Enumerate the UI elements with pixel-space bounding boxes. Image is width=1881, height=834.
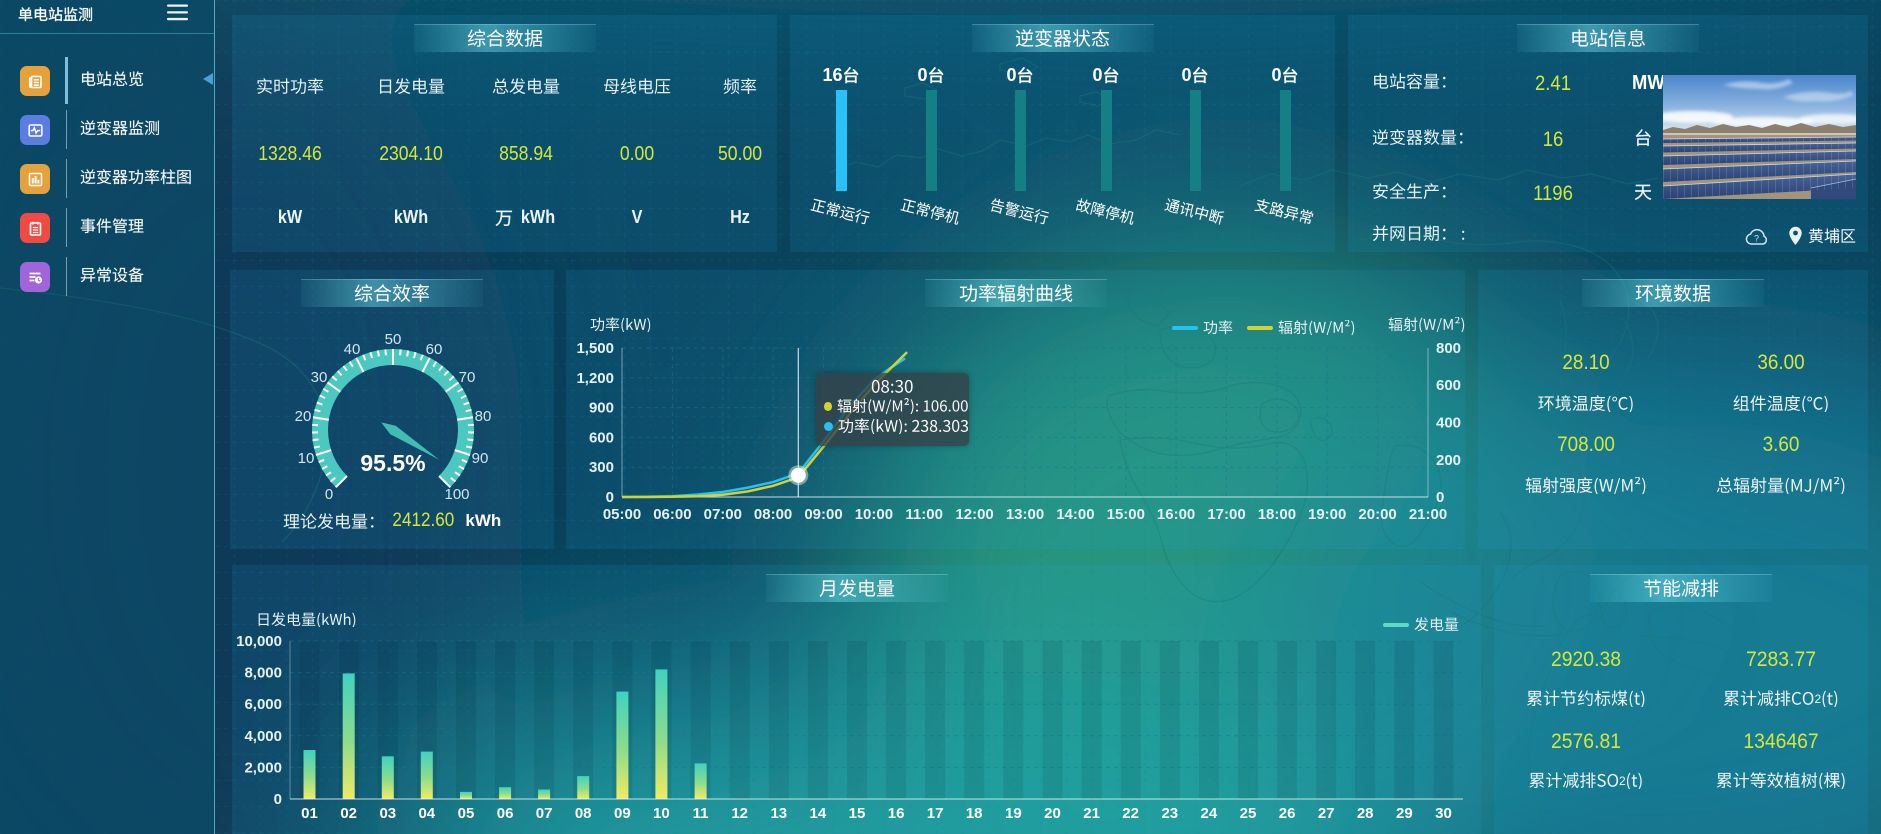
svg-text:300: 300 <box>589 459 614 476</box>
svg-text:09:00: 09:00 <box>804 506 842 523</box>
svg-text:16: 16 <box>888 805 905 822</box>
svg-text:05: 05 <box>458 805 475 822</box>
svg-text:14: 14 <box>810 805 827 822</box>
svg-text:06: 06 <box>497 805 514 822</box>
svg-text:24: 24 <box>1201 805 1218 822</box>
svg-text:19: 19 <box>1005 805 1022 822</box>
svg-text:600: 600 <box>589 429 614 446</box>
svg-text:14:00: 14:00 <box>1056 506 1094 523</box>
svg-text:40: 40 <box>344 341 361 358</box>
svg-text:10,000: 10,000 <box>236 633 282 650</box>
svg-text:21: 21 <box>1083 805 1100 822</box>
svg-text:8,000: 8,000 <box>244 665 282 682</box>
svg-text:26: 26 <box>1279 805 1296 822</box>
svg-text:28: 28 <box>1357 805 1374 822</box>
svg-text:80: 80 <box>475 408 492 425</box>
svg-text:10: 10 <box>653 805 670 822</box>
svg-text:30: 30 <box>1435 805 1452 822</box>
svg-text:12:00: 12:00 <box>955 506 993 523</box>
svg-text:0: 0 <box>325 486 333 503</box>
svg-text:200: 200 <box>1436 452 1461 469</box>
svg-text:600: 600 <box>1436 377 1461 394</box>
svg-text:6,000: 6,000 <box>244 696 282 713</box>
svg-text:100: 100 <box>444 486 469 503</box>
svg-text:09: 09 <box>614 805 631 822</box>
svg-text:03: 03 <box>379 805 396 822</box>
svg-text:10: 10 <box>298 450 315 467</box>
svg-text:18:00: 18:00 <box>1258 506 1296 523</box>
svg-text:12: 12 <box>731 805 748 822</box>
svg-text:11: 11 <box>693 805 709 822</box>
svg-text:1,500: 1,500 <box>576 340 614 357</box>
svg-text:17:00: 17:00 <box>1207 506 1245 523</box>
svg-text:13: 13 <box>770 805 787 822</box>
svg-text:400: 400 <box>1436 415 1461 432</box>
svg-text:1,200: 1,200 <box>576 370 614 387</box>
svg-text:05:00: 05:00 <box>603 506 641 523</box>
svg-text:06:00: 06:00 <box>653 506 691 523</box>
svg-text:18: 18 <box>966 805 983 822</box>
svg-text:10:00: 10:00 <box>855 506 893 523</box>
svg-text:01: 01 <box>301 805 318 822</box>
svg-text:2,000: 2,000 <box>244 759 282 776</box>
svg-text:11:00: 11:00 <box>905 506 943 523</box>
svg-text:19:00: 19:00 <box>1308 506 1346 523</box>
svg-text:90: 90 <box>472 450 489 467</box>
svg-text:0: 0 <box>606 489 614 506</box>
svg-text:60: 60 <box>426 341 443 358</box>
svg-text:4,000: 4,000 <box>244 728 282 745</box>
svg-text:17: 17 <box>927 805 944 822</box>
svg-text:08:00: 08:00 <box>754 506 792 523</box>
svg-text:22: 22 <box>1122 805 1139 822</box>
svg-text:27: 27 <box>1318 805 1335 822</box>
svg-text:29: 29 <box>1396 805 1413 822</box>
svg-text:900: 900 <box>589 400 614 417</box>
svg-text:04: 04 <box>418 805 435 822</box>
svg-text:800: 800 <box>1436 340 1461 357</box>
svg-text:0: 0 <box>1436 489 1444 506</box>
svg-text:25: 25 <box>1240 805 1257 822</box>
svg-text:20: 20 <box>295 408 312 425</box>
svg-text:02: 02 <box>340 805 357 822</box>
svg-text:07:00: 07:00 <box>704 506 742 523</box>
svg-text:16:00: 16:00 <box>1157 506 1195 523</box>
svg-text:50: 50 <box>385 331 402 348</box>
svg-text:15:00: 15:00 <box>1107 506 1145 523</box>
svg-text:23: 23 <box>1161 805 1178 822</box>
svg-text:13:00: 13:00 <box>1006 506 1044 523</box>
svg-text:20:00: 20:00 <box>1358 506 1396 523</box>
svg-text:15: 15 <box>849 805 866 822</box>
svg-text:07: 07 <box>536 805 553 822</box>
svg-text:70: 70 <box>459 369 476 386</box>
svg-text:30: 30 <box>311 369 328 386</box>
svg-text:21:00: 21:00 <box>1409 506 1447 523</box>
svg-text:?: ? <box>1754 234 1759 244</box>
svg-text:08: 08 <box>575 805 592 822</box>
svg-text:0: 0 <box>274 791 282 808</box>
svg-text:20: 20 <box>1044 805 1061 822</box>
